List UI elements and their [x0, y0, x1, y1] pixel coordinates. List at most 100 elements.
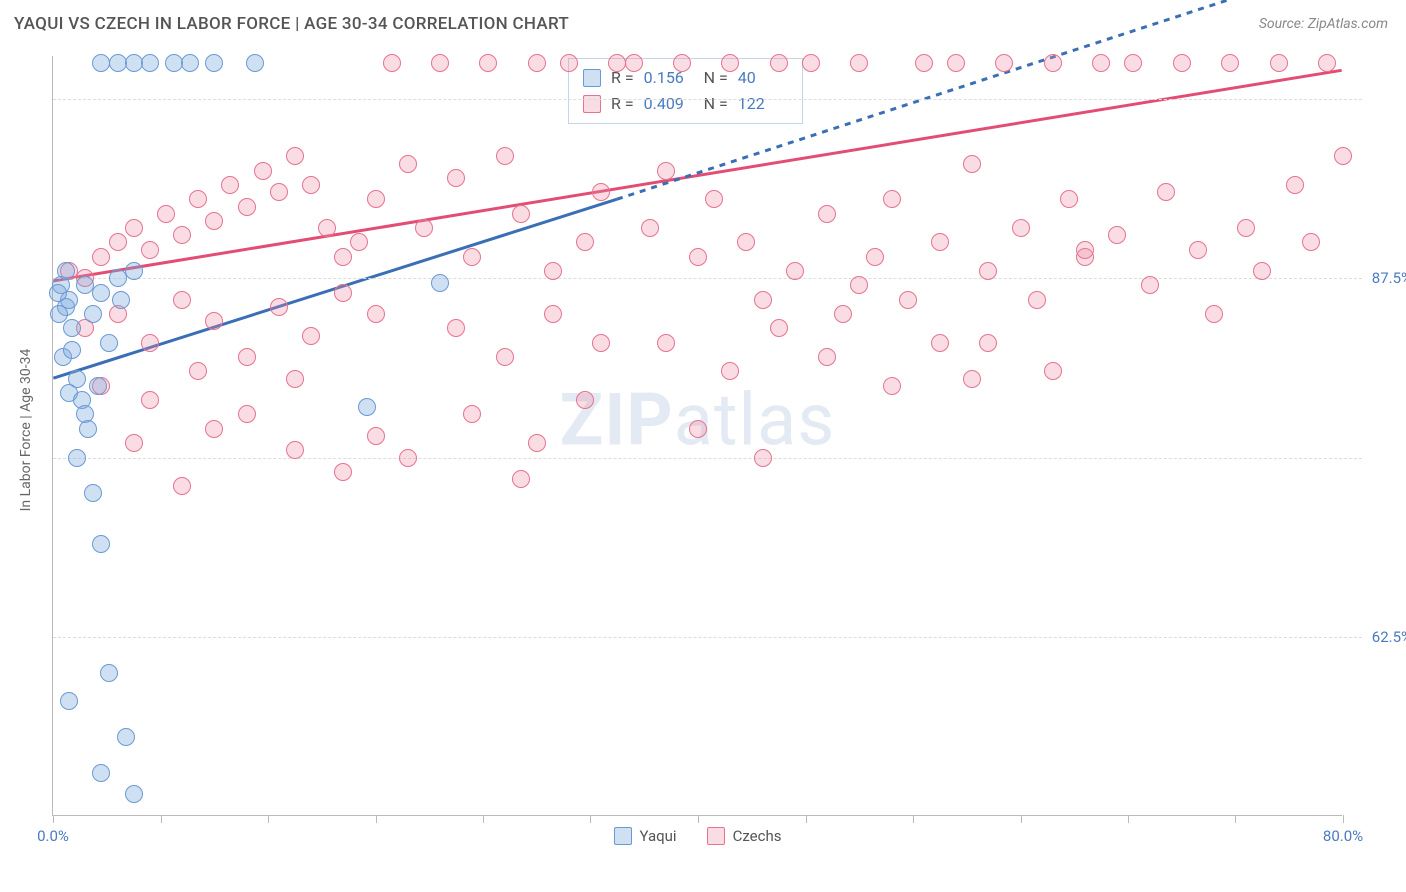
scatter-point-czechs: [1157, 183, 1175, 201]
scatter-point-czechs: [205, 312, 223, 330]
stats-N-value: 122: [738, 91, 788, 117]
scatter-point-czechs: [576, 391, 594, 409]
scatter-point-czechs: [544, 262, 562, 280]
scatter-point-czechs: [463, 405, 481, 423]
scatter-point-yaqui: [246, 54, 264, 72]
scatter-point-czechs: [641, 219, 659, 237]
scatter-point-czechs: [270, 183, 288, 201]
scatter-point-czechs: [1189, 241, 1207, 259]
scatter-point-czechs: [931, 233, 949, 251]
scatter-point-czechs: [286, 441, 304, 459]
scatter-point-czechs: [899, 291, 917, 309]
scatter-point-czechs: [157, 205, 175, 223]
legend-label: Yaqui: [640, 827, 677, 845]
scatter-point-yaqui: [92, 535, 110, 553]
scatter-point-czechs: [141, 334, 159, 352]
scatter-point-yaqui: [49, 284, 67, 302]
scatter-point-czechs: [334, 248, 352, 266]
scatter-point-yaqui: [141, 54, 159, 72]
scatter-point-czechs: [802, 54, 820, 72]
scatter-point-czechs: [818, 348, 836, 366]
scatter-point-czechs: [592, 183, 610, 201]
scatter-point-czechs: [238, 198, 256, 216]
scatter-point-czechs: [496, 147, 514, 165]
scatter-point-czechs: [447, 319, 465, 337]
xtick: [1021, 815, 1022, 823]
scatter-point-czechs: [189, 362, 207, 380]
scatter-point-czechs: [770, 54, 788, 72]
scatter-point-czechs: [883, 190, 901, 208]
scatter-point-czechs: [850, 54, 868, 72]
scatter-point-czechs: [141, 391, 159, 409]
scatter-point-czechs: [1302, 233, 1320, 251]
xtick: [1235, 815, 1236, 823]
legend-label: Czechs: [733, 827, 782, 845]
scatter-point-czechs: [109, 233, 127, 251]
scatter-point-yaqui: [92, 284, 110, 302]
scatter-point-czechs: [399, 155, 417, 173]
scatter-point-czechs: [1318, 54, 1336, 72]
scatter-point-czechs: [1124, 54, 1142, 72]
scatter-point-czechs: [367, 427, 385, 445]
scatter-point-czechs: [431, 54, 449, 72]
xtick: [698, 815, 699, 823]
scatter-point-czechs: [367, 305, 385, 323]
xtick: [806, 815, 807, 823]
scatter-point-czechs: [737, 233, 755, 251]
scatter-point-czechs: [657, 334, 675, 352]
xtick: [590, 815, 591, 823]
scatter-point-czechs: [221, 176, 239, 194]
scatter-point-yaqui: [57, 262, 75, 280]
scatter-point-czechs: [447, 169, 465, 187]
scatter-point-czechs: [915, 54, 933, 72]
legend-bottom: Yaqui Czechs: [614, 827, 782, 845]
scatter-point-czechs: [92, 248, 110, 266]
scatter-point-czechs: [318, 219, 336, 237]
scatter-point-czechs: [786, 262, 804, 280]
scatter-point-czechs: [1044, 362, 1062, 380]
scatter-point-czechs: [302, 176, 320, 194]
scatter-point-czechs: [1334, 147, 1352, 165]
scatter-point-czechs: [721, 362, 739, 380]
xtick: [483, 815, 484, 823]
stats-swatch: [583, 69, 601, 87]
stats-swatch: [583, 95, 601, 113]
scatter-point-czechs: [995, 54, 1013, 72]
xtick: [913, 815, 914, 823]
scatter-point-czechs: [1286, 176, 1304, 194]
scatter-point-czechs: [334, 284, 352, 302]
scatter-point-yaqui: [205, 54, 223, 72]
scatter-point-czechs: [1253, 262, 1271, 280]
scatter-point-czechs: [367, 190, 385, 208]
xtick: [376, 815, 377, 823]
scatter-point-czechs: [350, 233, 368, 251]
scatter-point-czechs: [883, 377, 901, 395]
scatter-point-czechs: [173, 291, 191, 309]
scatter-point-czechs: [1237, 219, 1255, 237]
scatter-point-czechs: [931, 334, 949, 352]
scatter-point-czechs: [189, 190, 207, 208]
scatter-point-czechs: [1108, 226, 1126, 244]
xtick: [161, 815, 162, 823]
scatter-point-czechs: [125, 434, 143, 452]
scatter-point-czechs: [947, 54, 965, 72]
scatter-point-czechs: [254, 162, 272, 180]
scatter-point-yaqui: [92, 764, 110, 782]
scatter-point-czechs: [1141, 276, 1159, 294]
scatter-point-czechs: [1012, 219, 1030, 237]
scatter-point-czechs: [415, 219, 433, 237]
stats-row-czechs: R =0.409N =122: [583, 91, 788, 117]
scatter-point-czechs: [866, 248, 884, 266]
scatter-point-czechs: [560, 54, 578, 72]
scatter-point-yaqui: [63, 319, 81, 337]
scatter-point-czechs: [705, 190, 723, 208]
scatter-point-czechs: [173, 226, 191, 244]
xtick: [1128, 815, 1129, 823]
scatter-point-yaqui: [50, 305, 68, 323]
legend-swatch: [707, 827, 725, 845]
legend-item-czechs: Czechs: [707, 827, 782, 845]
xtick: [53, 815, 54, 823]
scatter-point-yaqui: [84, 484, 102, 502]
scatter-point-czechs: [496, 348, 514, 366]
scatter-point-czechs: [512, 470, 530, 488]
